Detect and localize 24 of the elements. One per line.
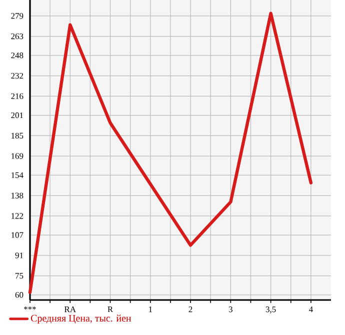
y-tick-label: 154 (12, 172, 24, 178)
y-tick-label: 201 (11, 112, 23, 118)
x-tick-label: 2 (188, 306, 192, 312)
y-tick-label: 122 (12, 213, 24, 219)
y-tick-label: 91 (15, 252, 23, 258)
y-tick-label: 107 (12, 232, 24, 238)
x-tick-label: 3 (228, 306, 232, 312)
y-tick-label: 185 (12, 132, 24, 139)
y-tick-label: 216 (11, 93, 24, 100)
y-tick-label: 75 (16, 272, 24, 279)
x-tick-label: RA (64, 306, 76, 312)
legend-label: Средняя Цена, тыс. йен (31, 314, 132, 324)
y-tick-label: 279 (11, 13, 24, 19)
x-tick-label: 3,5 (266, 306, 276, 314)
x-tick-label: *** (24, 306, 36, 310)
y-tick-label: 263 (11, 33, 24, 40)
y-tick-label: 232 (11, 72, 24, 79)
x-tick-label: 4 (308, 306, 313, 312)
y-tick-label: 248 (11, 52, 24, 58)
x-tick-label: 1 (149, 306, 152, 312)
y-tick-label: 60 (15, 292, 24, 298)
y-tick-label: 138 (12, 192, 24, 198)
x-tick-label: R (108, 306, 114, 312)
y-tick-label: 169 (12, 153, 24, 159)
